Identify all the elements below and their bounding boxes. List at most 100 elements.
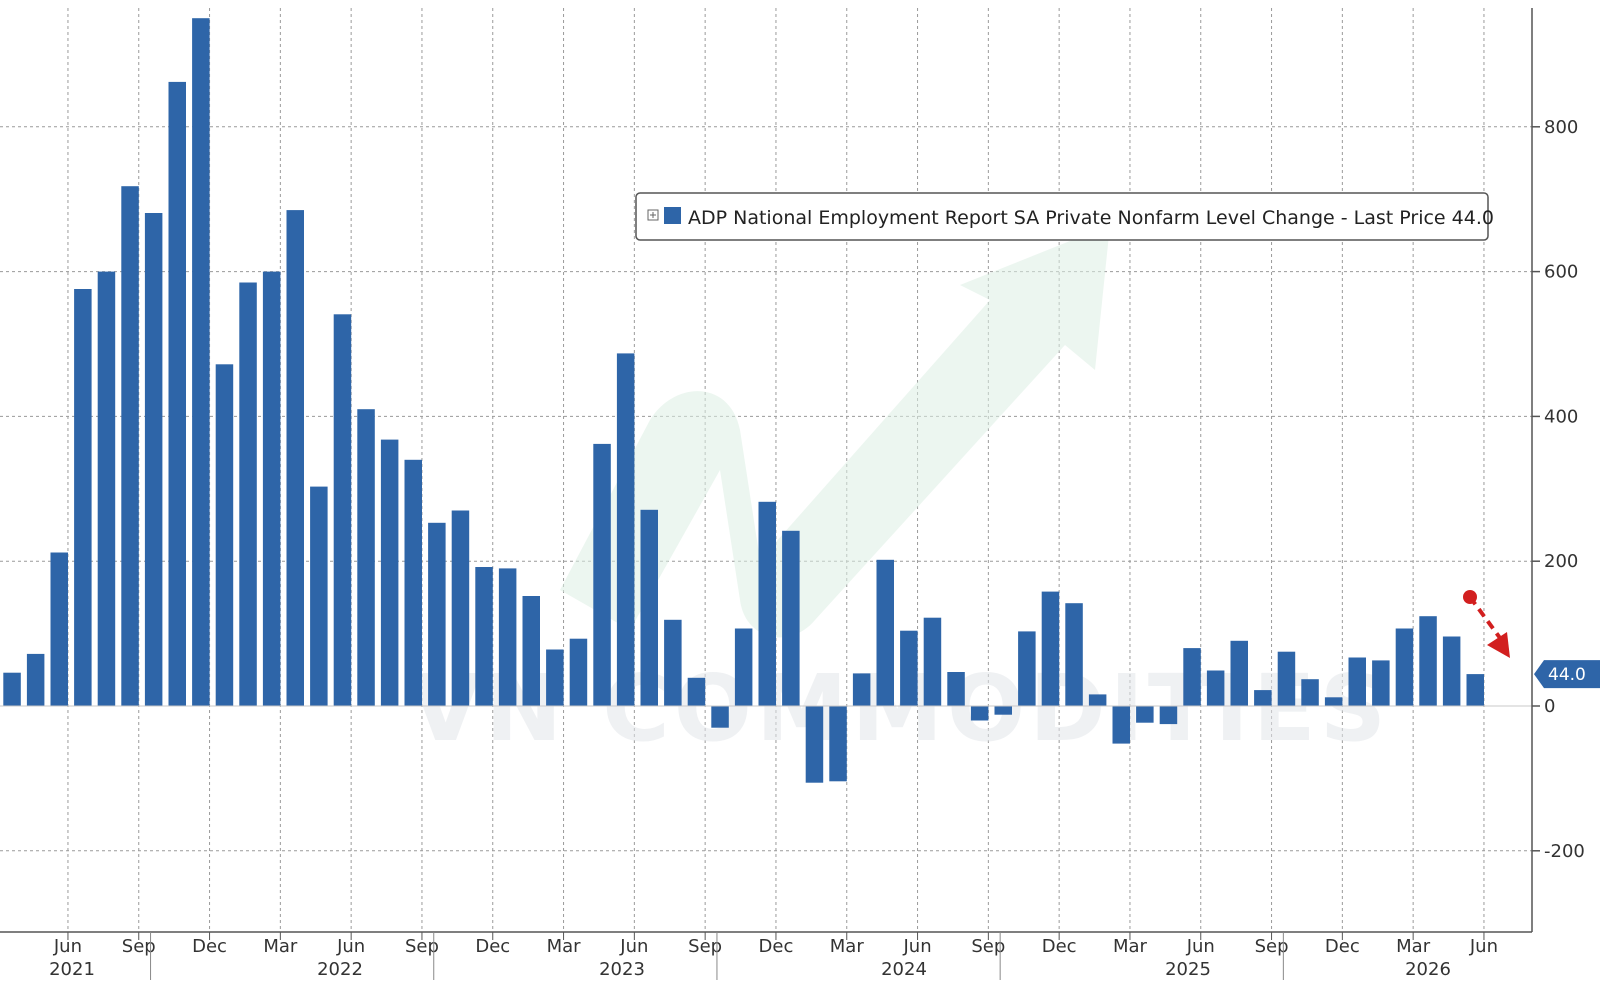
x-year-label: 2021 <box>49 959 95 980</box>
bar <box>310 486 328 706</box>
bar <box>380 439 399 706</box>
x-year-label: 2024 <box>881 959 927 980</box>
last-value-label: 44.0 <box>1548 665 1586 685</box>
x-year-label: 2023 <box>599 959 645 980</box>
bar <box>1372 660 1390 706</box>
bar <box>1348 657 1366 706</box>
x-tick-label: Jun <box>619 936 648 957</box>
x-tick-label: Dec <box>475 936 510 957</box>
bar <box>711 706 729 728</box>
bar <box>593 443 611 706</box>
bar <box>805 706 824 783</box>
x-year-label: 2022 <box>317 959 363 980</box>
bar <box>144 213 163 706</box>
bars <box>3 18 1484 783</box>
x-tick-label: Dec <box>192 936 227 957</box>
annotation-arrow-head-icon <box>1487 632 1510 658</box>
y-tick-label: 400 <box>1544 406 1578 427</box>
bar <box>121 186 139 706</box>
bar <box>1230 640 1248 706</box>
bar <box>1466 674 1484 706</box>
bar <box>451 510 470 706</box>
x-tick-label: Sep <box>405 936 439 957</box>
bar <box>74 289 92 706</box>
bar <box>428 522 446 706</box>
y-tick-label: 200 <box>1544 551 1578 572</box>
x-tick-label: Mar <box>830 936 865 957</box>
bar <box>900 630 918 706</box>
x-tick-label: Jun <box>1469 936 1498 957</box>
legend-swatch <box>664 207 681 224</box>
y-tick-label: 0 <box>1544 696 1555 717</box>
x-tick-label: Jun <box>336 936 365 957</box>
bar <box>994 706 1012 715</box>
x-tick-label: Dec <box>759 936 794 957</box>
bar <box>1018 631 1036 706</box>
x-tick-label: Mar <box>547 936 582 957</box>
bar <box>687 677 706 706</box>
trend-annotation <box>1463 590 1510 658</box>
bar <box>1324 697 1343 706</box>
bar <box>1206 670 1225 706</box>
last-value-tag: 44.0 <box>1534 660 1600 689</box>
y-tick-label: -200 <box>1544 841 1585 862</box>
bar <box>333 314 352 706</box>
bar <box>168 81 186 706</box>
x-year-label: 2026 <box>1405 959 1451 980</box>
bar <box>357 409 375 706</box>
bar <box>829 706 847 782</box>
bar <box>876 559 894 706</box>
bar <box>782 530 800 706</box>
bar <box>616 353 635 706</box>
bar <box>475 567 493 706</box>
x-tick-label: Sep <box>971 936 1005 957</box>
bar <box>1395 628 1414 706</box>
bar <box>1254 690 1272 706</box>
y-tick-label: 600 <box>1544 262 1578 283</box>
bar <box>970 706 989 721</box>
bar <box>215 364 234 706</box>
watermark-arrow-icon <box>560 225 1110 638</box>
bar <box>239 282 257 706</box>
bar <box>262 271 281 706</box>
bar <box>50 552 68 706</box>
x-tick-label: Sep <box>122 936 156 957</box>
bar <box>1088 694 1107 706</box>
bar <box>192 18 210 706</box>
x-tick-label: Jun <box>1186 936 1215 957</box>
legend-label: ADP National Employment Report SA Privat… <box>688 207 1494 229</box>
x-tick-label: Sep <box>1255 936 1289 957</box>
bar <box>522 596 540 706</box>
bar <box>1419 616 1437 706</box>
x-tick-label: Sep <box>688 936 722 957</box>
bar <box>498 568 517 706</box>
x-tick-label: Mar <box>263 936 298 957</box>
bar <box>1301 679 1319 706</box>
y-tick-label: 800 <box>1544 117 1578 138</box>
bar <box>1442 636 1461 706</box>
x-tick-label: Jun <box>902 936 931 957</box>
bar <box>546 649 564 706</box>
x-tick-label: Mar <box>1113 936 1148 957</box>
bar <box>1136 706 1154 723</box>
bar <box>947 672 965 706</box>
bar <box>97 271 116 706</box>
legend-box <box>635 192 1489 241</box>
x-tick-label: Dec <box>1042 936 1077 957</box>
x-axis: Jun Sep Dec Mar Jun Sep Dec Mar Jun Sep Dec Mar Jun S… <box>0 931 1532 980</box>
bar <box>1159 706 1178 725</box>
bar <box>404 459 422 706</box>
bar <box>852 673 871 706</box>
bar <box>1277 651 1296 706</box>
annotation-arrow-line <box>1468 595 1502 640</box>
x-year-label: 2025 <box>1165 959 1211 980</box>
bar <box>640 509 658 706</box>
bar <box>569 638 588 706</box>
bar <box>758 501 776 706</box>
bar <box>3 672 21 706</box>
x-tick-label: Dec <box>1325 936 1360 957</box>
bar <box>664 619 682 706</box>
bar <box>923 617 942 706</box>
bar <box>1183 648 1201 706</box>
